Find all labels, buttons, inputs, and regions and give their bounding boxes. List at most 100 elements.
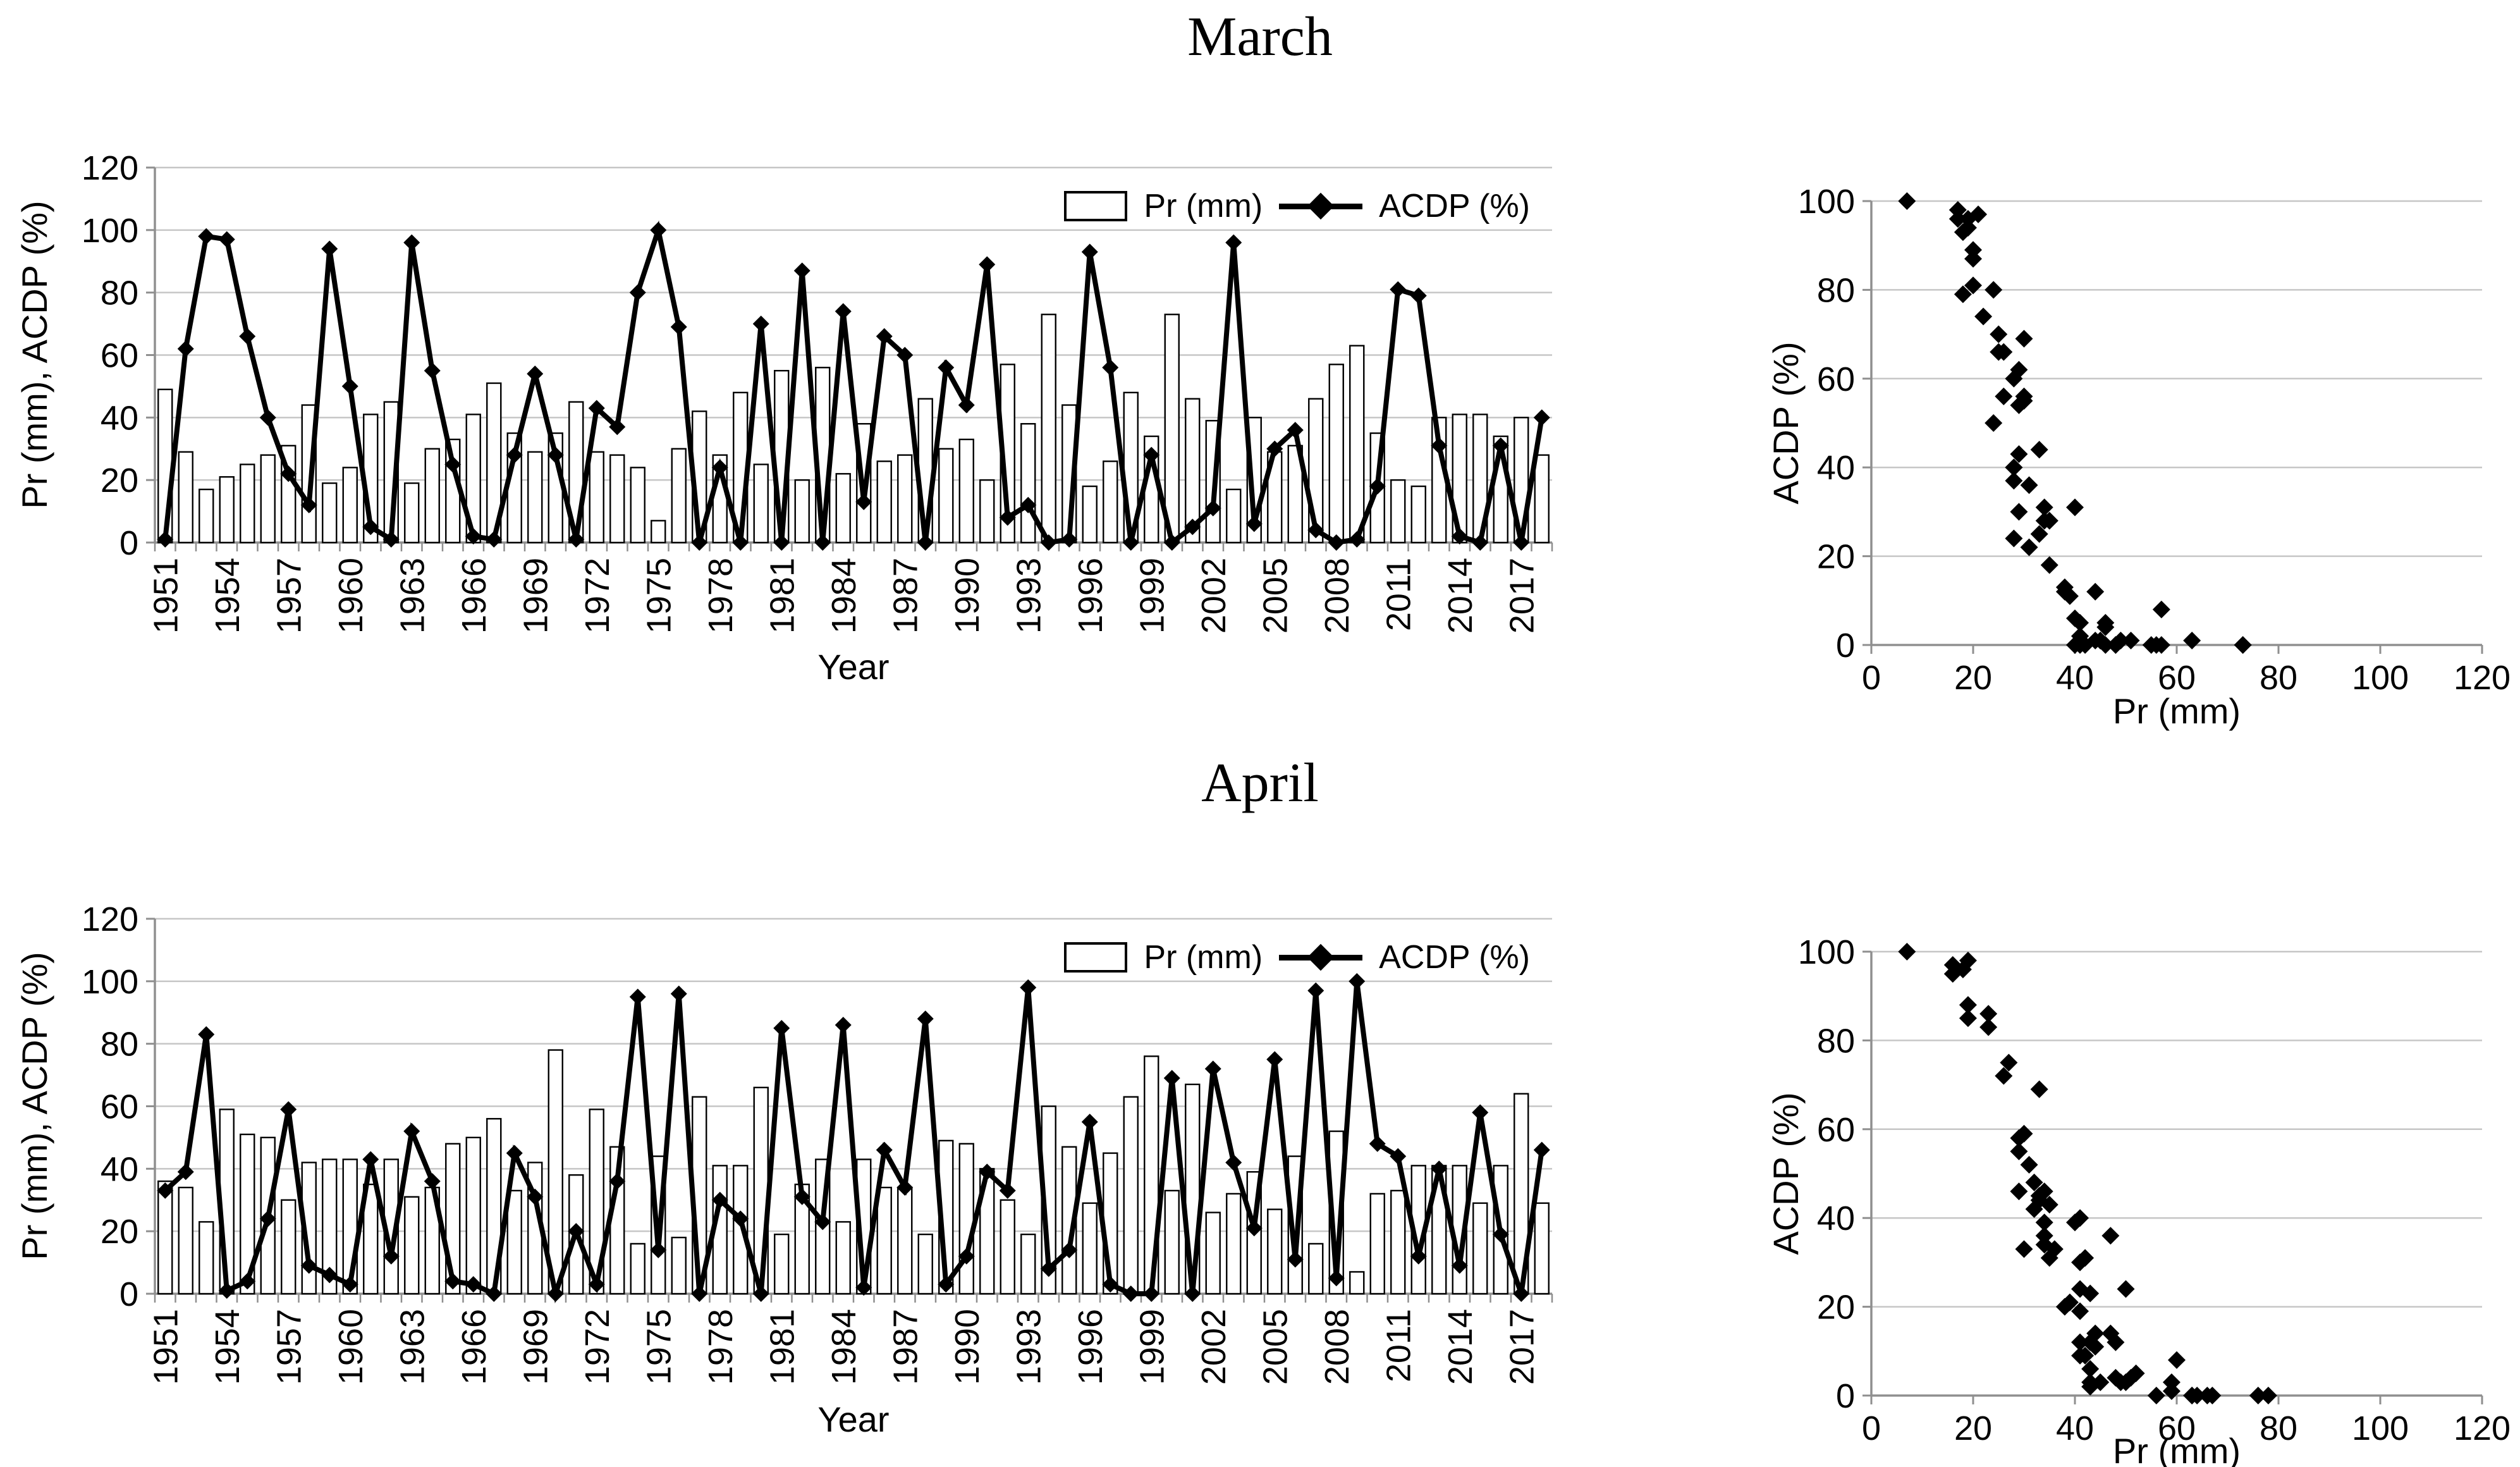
x-tick-label: 1954 — [209, 558, 247, 634]
acdp-marker — [1061, 531, 1078, 548]
pr-bar — [1226, 1193, 1242, 1295]
x-tick-label: 1957 — [270, 558, 308, 634]
x-tick-label: 60 — [2158, 659, 2196, 697]
scatter-point — [1954, 223, 1972, 242]
pr-bar — [671, 1236, 687, 1295]
acdp-marker — [855, 1279, 872, 1296]
scatter-point — [1979, 1018, 1998, 1036]
pr-bar — [178, 451, 193, 544]
scatter-point — [2091, 1373, 2110, 1391]
acdp-marker — [239, 1273, 256, 1290]
acdp-marker — [814, 1213, 831, 1231]
acdp-marker — [711, 1191, 728, 1208]
x-tick-label: 2014 — [1441, 1309, 1479, 1385]
acdp-marker — [424, 1173, 441, 1190]
scatter-point — [1995, 1067, 2013, 1085]
scatter-point — [2060, 587, 2079, 605]
y-tick-label: 80 — [101, 1026, 138, 1064]
y-tick-label: 20 — [101, 1213, 138, 1251]
scatter-point — [1959, 952, 1977, 970]
acdp-marker — [1472, 534, 1489, 551]
march-legend: Pr (mm) ACDP (%) — [1037, 187, 1530, 225]
x-tick-label: 2005 — [1256, 558, 1294, 634]
acdp-marker — [341, 377, 358, 395]
acdp-marker — [1122, 534, 1139, 551]
acdp-marker — [1122, 1286, 1139, 1302]
pr-bar — [794, 479, 810, 544]
pr-bar — [630, 1243, 645, 1295]
pr-bar — [1349, 1271, 1365, 1295]
scatter-point — [2168, 1351, 2186, 1369]
acdp-marker — [1431, 1160, 1448, 1177]
x-tick-label: 1990 — [948, 1309, 986, 1385]
acdp-marker — [157, 531, 174, 548]
x-tick-label: 2002 — [1195, 1309, 1233, 1385]
acdp-marker — [321, 1267, 338, 1284]
pr-bar — [876, 460, 892, 544]
pr-bar — [1020, 1233, 1036, 1295]
scatter-point — [2071, 1333, 2089, 1351]
x-tick-label: 1951 — [147, 558, 185, 634]
april_scatter: 0 20 40 60 80 100 0 20 40 60 80 100 120 — [1798, 933, 2511, 1447]
acdp-marker — [382, 531, 400, 548]
acdp-marker — [650, 1241, 667, 1258]
x-tick-label: 1993 — [1010, 1309, 1048, 1385]
acdp-marker — [300, 496, 317, 513]
scatter-point — [2081, 1360, 2100, 1378]
pr-bar — [630, 467, 645, 544]
acdp-marker — [629, 988, 646, 1005]
pr-bar — [774, 1233, 790, 1295]
scatter-point — [2071, 1253, 2089, 1272]
x-tick-label: 1966 — [455, 1309, 493, 1385]
pr-bar — [589, 1108, 604, 1295]
pr-bar — [671, 448, 687, 544]
scatter-point — [1995, 387, 2013, 405]
scatter-point — [1974, 307, 1993, 326]
x-tick-label: 2011 — [1379, 558, 1417, 631]
scatter-point — [2066, 498, 2084, 517]
pr-bar — [363, 1183, 379, 1295]
pr-bar — [1410, 485, 1426, 544]
acdp-marker — [444, 456, 462, 473]
x-tick-label: 1984 — [825, 1309, 863, 1385]
scatter-point — [2010, 503, 2028, 521]
x-tick-label: 1972 — [578, 558, 616, 634]
diamond-marker-icon — [1307, 192, 1335, 220]
acdp-marker — [486, 1286, 503, 1302]
april-scatter-y-axis-label: ACDP (%) — [1766, 1092, 1806, 1255]
x-tick-label: 80 — [2260, 659, 2297, 697]
scatter-point — [2030, 1080, 2048, 1098]
acdp-marker — [280, 1101, 297, 1118]
scatter-point — [2117, 1280, 2135, 1298]
scatter-point — [2005, 472, 2023, 490]
y-tick-label: 60 — [1817, 1111, 1855, 1149]
acdp-marker — [506, 1145, 523, 1162]
scatter-point — [2010, 1142, 2028, 1160]
scatter-point — [2188, 1387, 2206, 1404]
x-tick-label: 1978 — [702, 1309, 740, 1385]
acdp-marker — [1533, 1141, 1550, 1158]
pr-bar — [897, 454, 913, 544]
x-tick-label: 2008 — [1318, 558, 1356, 634]
april-ts-y-axis-label: Pr (mm), ACDP (%) — [15, 952, 54, 1260]
acdp-marker — [650, 221, 667, 238]
pr-bar — [424, 448, 440, 544]
scatter-point — [2066, 609, 2084, 627]
scatter-point — [2005, 458, 2023, 477]
pr-bar — [240, 1133, 255, 1295]
acdp-marker — [999, 509, 1016, 526]
scatter-point — [2152, 636, 2170, 654]
acdp-marker — [1204, 1060, 1221, 1077]
acdp-legend-label: ACDP (%) — [1379, 188, 1530, 224]
acdp-marker — [855, 493, 872, 510]
y-tick-label: 0 — [1836, 1377, 1855, 1415]
pr-bar — [1472, 1202, 1488, 1295]
x-tick-label: 1996 — [1072, 558, 1110, 634]
pr-bar — [404, 482, 420, 544]
y-tick-label: 0 — [119, 524, 138, 562]
scatter-point — [1990, 325, 2008, 343]
acdp-marker — [1307, 982, 1324, 999]
pr-bar — [835, 1221, 851, 1295]
scatter-point — [1898, 192, 1916, 210]
